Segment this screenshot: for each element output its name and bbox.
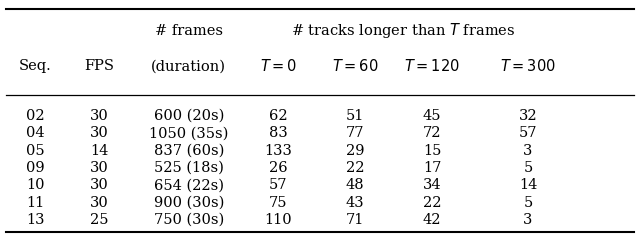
Text: 30: 30: [90, 178, 109, 192]
Text: 57: 57: [519, 126, 537, 141]
Text: 3: 3: [524, 213, 532, 227]
Text: 17: 17: [423, 161, 441, 175]
Text: 04: 04: [26, 126, 45, 141]
Text: 900 (30s): 900 (30s): [154, 196, 224, 210]
Text: 57: 57: [269, 178, 287, 192]
Text: 42: 42: [423, 213, 441, 227]
Text: 11: 11: [26, 196, 44, 210]
Text: 22: 22: [346, 161, 364, 175]
Text: 133: 133: [264, 144, 292, 158]
Text: 77: 77: [346, 126, 364, 141]
Text: 30: 30: [90, 196, 109, 210]
Text: 29: 29: [346, 144, 364, 158]
Text: 48: 48: [346, 178, 365, 192]
Text: 654 (22s): 654 (22s): [154, 178, 224, 192]
Text: (duration): (duration): [151, 59, 227, 73]
Text: 110: 110: [264, 213, 292, 227]
Text: 02: 02: [26, 109, 45, 123]
Text: 45: 45: [423, 109, 441, 123]
Text: 15: 15: [423, 144, 441, 158]
Text: $T=0$: $T=0$: [260, 58, 297, 74]
Text: 525 (18s): 525 (18s): [154, 161, 224, 175]
Text: 09: 09: [26, 161, 45, 175]
Text: 72: 72: [423, 126, 441, 141]
Text: 13: 13: [26, 213, 44, 227]
Text: 05: 05: [26, 144, 45, 158]
Text: 3: 3: [524, 144, 532, 158]
Text: 10: 10: [26, 178, 44, 192]
Text: # tracks longer than $\mathit{T}$ frames: # tracks longer than $\mathit{T}$ frames: [291, 21, 515, 40]
Text: FPS: FPS: [84, 59, 114, 73]
Text: 5: 5: [524, 161, 532, 175]
Text: 71: 71: [346, 213, 364, 227]
Text: 5: 5: [524, 196, 532, 210]
Text: Seq.: Seq.: [19, 59, 52, 73]
Text: 83: 83: [269, 126, 288, 141]
Text: 30: 30: [90, 126, 109, 141]
Text: # frames: # frames: [155, 24, 223, 38]
Text: 26: 26: [269, 161, 288, 175]
Text: 43: 43: [346, 196, 365, 210]
Text: 1050 (35s): 1050 (35s): [149, 126, 228, 141]
Text: 14: 14: [519, 178, 537, 192]
Text: 750 (30s): 750 (30s): [154, 213, 224, 227]
Text: 14: 14: [90, 144, 108, 158]
Text: $T=300$: $T=300$: [500, 58, 556, 74]
Text: 25: 25: [90, 213, 108, 227]
Text: 837 (60s): 837 (60s): [154, 144, 224, 158]
Text: $T=60$: $T=60$: [332, 58, 378, 74]
Text: 34: 34: [422, 178, 442, 192]
Text: 75: 75: [269, 196, 287, 210]
Text: $T=120$: $T=120$: [404, 58, 460, 74]
Text: 30: 30: [90, 109, 109, 123]
Text: 62: 62: [269, 109, 288, 123]
Text: 600 (20s): 600 (20s): [154, 109, 224, 123]
Text: 32: 32: [518, 109, 538, 123]
Text: 22: 22: [423, 196, 441, 210]
Text: 51: 51: [346, 109, 364, 123]
Text: 30: 30: [90, 161, 109, 175]
